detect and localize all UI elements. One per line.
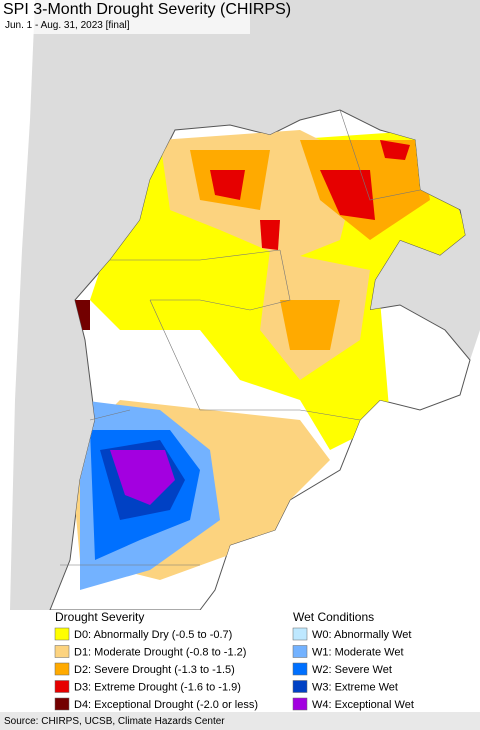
borders — [60, 109, 421, 566]
legend-label: W0: Abnormally Wet — [312, 629, 411, 641]
source-band — [0, 712, 480, 730]
legend-label: D2: Severe Drought (-1.3 to -1.5) — [74, 664, 235, 676]
source: Source: CHIRPS, UCSB, Climate Hazards Ce… — [4, 716, 225, 727]
legend-swatch — [54, 645, 70, 658]
legend-swatch — [54, 627, 70, 641]
legend-label: W4: Exceptional Wet — [312, 699, 414, 711]
legend-label: W1: Moderate Wet — [312, 647, 404, 659]
legend-swatch — [292, 645, 308, 658]
legend-label: D3: Extreme Drought (-1.6 to -1.9) — [74, 682, 241, 694]
legend-swatch — [292, 697, 308, 711]
map-title: SPI 3-Month Drought Severity (CHIRPS) — [3, 1, 291, 18]
legend-label: D0: Abnormally Dry (-0.5 to -0.7) — [74, 629, 232, 641]
legend-swatch — [292, 680, 308, 693]
map-subtitle: Jun. 1 - Aug. 31, 2023 [final] — [5, 20, 130, 31]
legend-panel — [0, 610, 480, 712]
legend-label: W2: Severe Wet — [312, 664, 392, 676]
title-backdrop — [0, 0, 250, 34]
legend-swatch — [292, 662, 308, 676]
legend-swatch — [54, 662, 70, 676]
legend-swatch — [292, 627, 308, 641]
legend-label: D4: Exceptional Drought (-2.0 or less) — [74, 699, 258, 711]
legend-swatch — [54, 680, 70, 693]
legend-title: Drought Severity — [55, 610, 144, 624]
legend-title: Wet Conditions — [293, 610, 374, 624]
legend-swatch — [54, 697, 70, 711]
legend-label: W3: Extreme Wet — [312, 682, 398, 694]
legend-label: D1: Moderate Drought (-0.8 to -1.2) — [74, 647, 246, 659]
pacific-ocean — [0, 0, 35, 610]
